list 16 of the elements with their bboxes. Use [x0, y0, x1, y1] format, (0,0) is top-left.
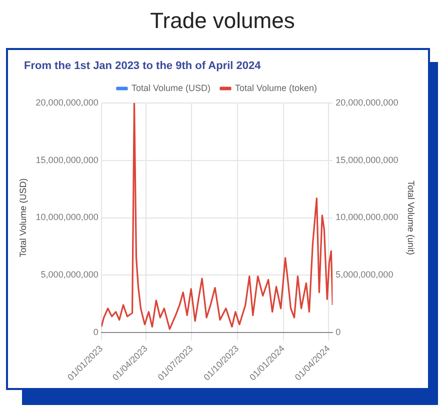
- y-tick-label: 0: [93, 326, 98, 337]
- y-axis-title: Total Volume (USD): [18, 178, 28, 258]
- chart-subtitle: From the 1st Jan 2023 to the 9th of April 2024: [24, 60, 261, 72]
- y-tick-label: 20,000,000,000: [36, 97, 98, 108]
- y2-tick-label: 5,000,000,000: [336, 270, 394, 280]
- y2-axis-title: Total Volume (unit): [406, 180, 416, 256]
- y2-tick-label: 15,000,000,000: [336, 154, 398, 165]
- legend-label: Total Volume (USD): [131, 82, 210, 93]
- y-tick-label: 10,000,000,000: [36, 212, 98, 222]
- legend-label: Total Volume (token): [234, 82, 318, 93]
- y2-tick-label: 20,000,000,000: [336, 97, 398, 108]
- y2-tick-label: 10,000,000,000: [336, 212, 398, 222]
- chart-title: Trade volumes: [149, 8, 296, 34]
- y-tick-label: 15,000,000,000: [36, 154, 98, 165]
- y2-tick-label: 0: [336, 326, 341, 337]
- y-tick-label: 5,000,000,000: [40, 270, 98, 280]
